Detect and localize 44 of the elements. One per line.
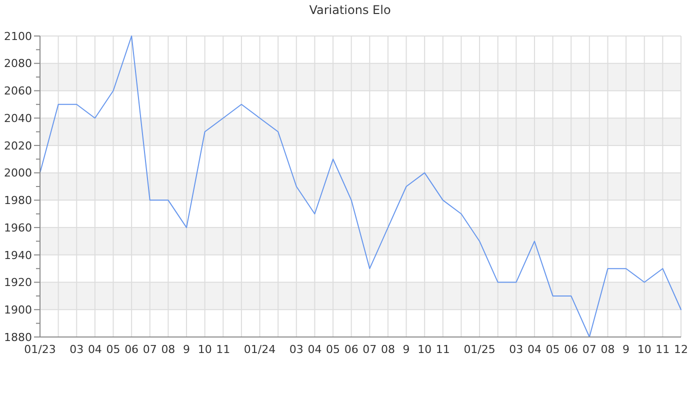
y-tick-label: 1940 <box>4 248 32 262</box>
y-tick-label: 2040 <box>4 112 32 125</box>
y-tick-label: 2060 <box>4 84 32 98</box>
x-tick-label: 10 <box>198 343 212 356</box>
y-tick-label: 2080 <box>4 57 32 70</box>
x-tick-label: 03 <box>70 343 84 356</box>
x-tick-label: 11 <box>436 343 450 356</box>
x-tick-label: 10 <box>418 343 432 356</box>
chart-title: Variations Elo <box>309 3 391 17</box>
x-tick-label: 03 <box>289 343 304 356</box>
x-tick-label: 06 <box>564 343 578 356</box>
x-tick-label: 9 <box>402 343 410 356</box>
x-tick-label: 08 <box>161 343 176 356</box>
x-tick-label: 07 <box>582 343 596 356</box>
x-tick-label: 01/25 <box>464 343 496 356</box>
x-tick-label: 05 <box>326 343 340 356</box>
y-tick-label: 2100 <box>4 30 32 43</box>
x-tick-label: 05 <box>546 343 560 356</box>
y-tick-label: 1880 <box>4 330 32 344</box>
y-tick-label: 1960 <box>4 221 32 234</box>
x-tick-label: 03 <box>509 343 524 356</box>
x-tick-label: 11 <box>656 343 670 356</box>
x-tick-label: 9 <box>183 343 190 356</box>
x-tick-label: 04 <box>527 343 542 356</box>
y-tick-label: 1900 <box>4 303 32 316</box>
y-tick-label: 2020 <box>4 139 32 152</box>
x-tick-label: 08 <box>600 343 615 356</box>
x-tick-label: 12 <box>674 343 688 356</box>
x-tick-label: 06 <box>124 343 139 356</box>
y-tick-label: 1920 <box>4 276 32 290</box>
x-tick-label: 04 <box>308 343 322 356</box>
x-tick-label: 10 <box>637 343 652 356</box>
x-tick-label: 9 <box>622 343 630 356</box>
y-tick-label: 2000 <box>4 166 32 180</box>
x-tick-label: 06 <box>344 343 358 356</box>
y-tick-label: 1980 <box>4 194 32 208</box>
x-tick-label: 05 <box>106 343 120 356</box>
x-tick-label: 08 <box>380 343 395 356</box>
x-tick-label: 07 <box>142 343 157 356</box>
x-tick-label: 07 <box>362 343 377 356</box>
x-tick-label: 04 <box>88 343 102 356</box>
x-tick-label: 01/24 <box>244 343 276 356</box>
x-tick-label: 11 <box>216 343 230 356</box>
x-tick-label: 01/23 <box>24 343 56 356</box>
